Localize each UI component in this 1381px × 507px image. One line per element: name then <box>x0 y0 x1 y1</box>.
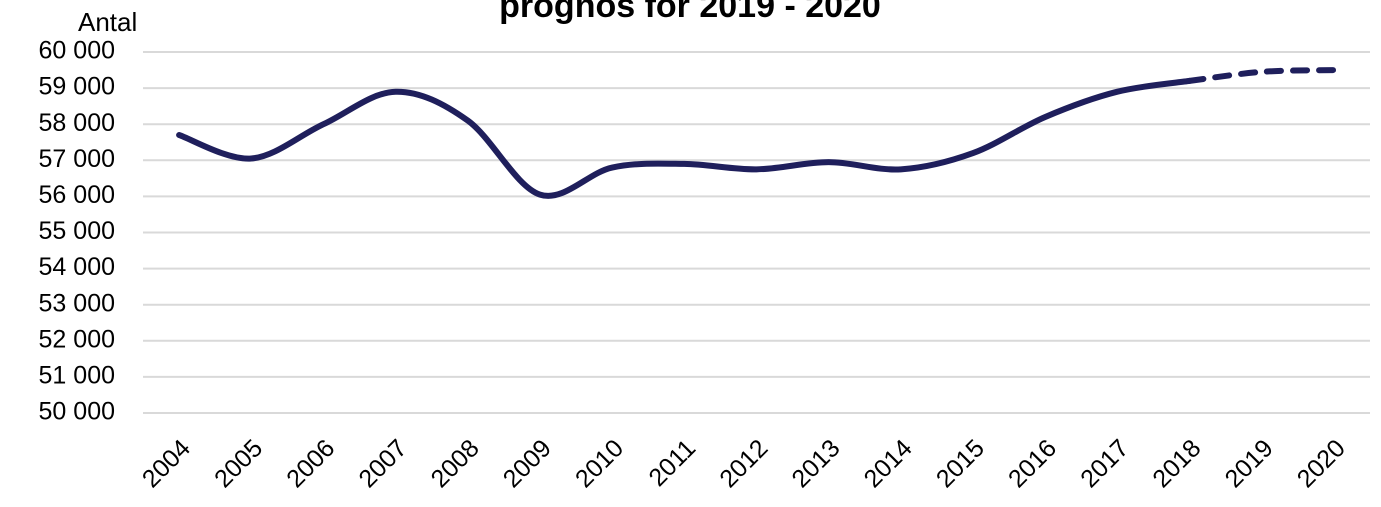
y-tick-label: 50 000 <box>39 398 115 426</box>
x-tick-label: 2005 <box>209 434 268 493</box>
y-tick-label: 55 000 <box>39 217 115 245</box>
y-tick-label: 56 000 <box>39 181 115 209</box>
x-tick-label: 2016 <box>1003 434 1062 493</box>
y-tick-label: 53 000 <box>39 289 115 317</box>
x-tick-label: 2010 <box>570 434 629 493</box>
x-tick-label: 2004 <box>137 434 196 493</box>
x-tick-label: 2019 <box>1220 434 1279 493</box>
y-tick-label: 60 000 <box>39 37 115 65</box>
x-tick-label: 2012 <box>714 434 773 493</box>
x-tick-label: 2013 <box>786 434 845 493</box>
x-tick-label: 2018 <box>1147 434 1206 493</box>
y-tick-label: 58 000 <box>39 109 115 137</box>
y-tick-label: 51 000 <box>39 362 115 390</box>
line <box>1186 67 1337 84</box>
chart-title: prognos för 2019 - 2020 <box>499 0 881 25</box>
x-tick-label: 2007 <box>353 434 412 493</box>
x-tick-label: 2017 <box>1075 434 1134 493</box>
y-tick-label: 52 000 <box>39 325 115 353</box>
x-tick-label: 2006 <box>281 434 340 493</box>
y-tick-label: 57 000 <box>39 145 115 173</box>
x-tick-label: 2015 <box>931 434 990 493</box>
x-tick-label: 2008 <box>426 434 485 493</box>
y-tick-label: 54 000 <box>39 253 115 281</box>
y-tick-label: 59 000 <box>39 73 115 101</box>
y-axis-label: Antal <box>78 7 137 37</box>
x-tick-label: 2011 <box>643 434 701 492</box>
x-tick-label: 2020 <box>1292 434 1351 493</box>
x-tick-label: 2014 <box>859 434 918 493</box>
line <box>176 77 1193 199</box>
x-tick-label: 2009 <box>498 434 557 493</box>
